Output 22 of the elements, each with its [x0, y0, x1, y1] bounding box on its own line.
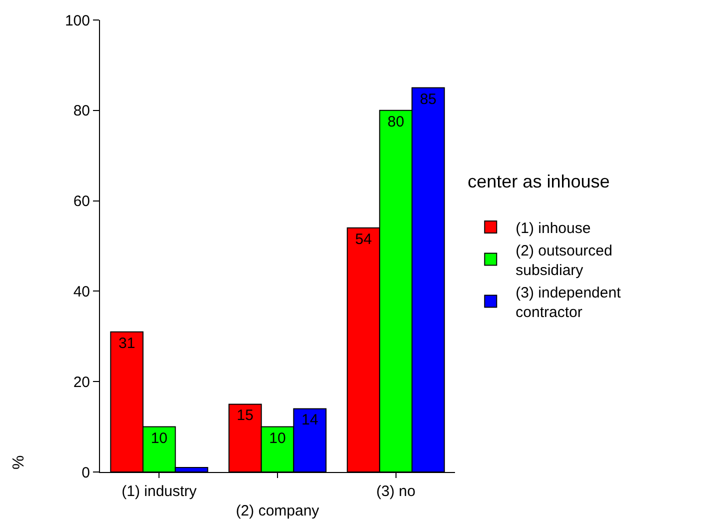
data-label: 15 [236, 407, 254, 424]
x-tick-label: (2) company [236, 502, 320, 520]
legend-title: center as inhouse [468, 171, 610, 192]
y-axis-title: % [10, 455, 28, 470]
y-tick-label: 20 [73, 374, 90, 391]
x-tick-label: (1) industry [122, 483, 198, 500]
y-tick-label: 0 [82, 464, 90, 482]
data-label: 10 [269, 430, 286, 447]
data-label: 14 [302, 412, 318, 429]
legend-label: (2) outsourced subsidiary [516, 242, 612, 279]
x-tick-label: (3) no [376, 483, 416, 500]
y-tick-label: 80 [73, 102, 90, 120]
data-label: 10 [150, 430, 168, 447]
y-tick-label: 60 [73, 193, 90, 210]
data-label: 85 [420, 90, 437, 108]
legend-label: (3) independent contractor [516, 284, 622, 321]
data-label: 80 [387, 113, 404, 130]
legend-label: (1) inhouse [516, 220, 591, 237]
data-label: 54 [355, 230, 372, 248]
y-tick-label: 40 [73, 283, 90, 300]
data-label: 31 [118, 334, 136, 352]
y-tick-label: 100 [64, 12, 90, 30]
